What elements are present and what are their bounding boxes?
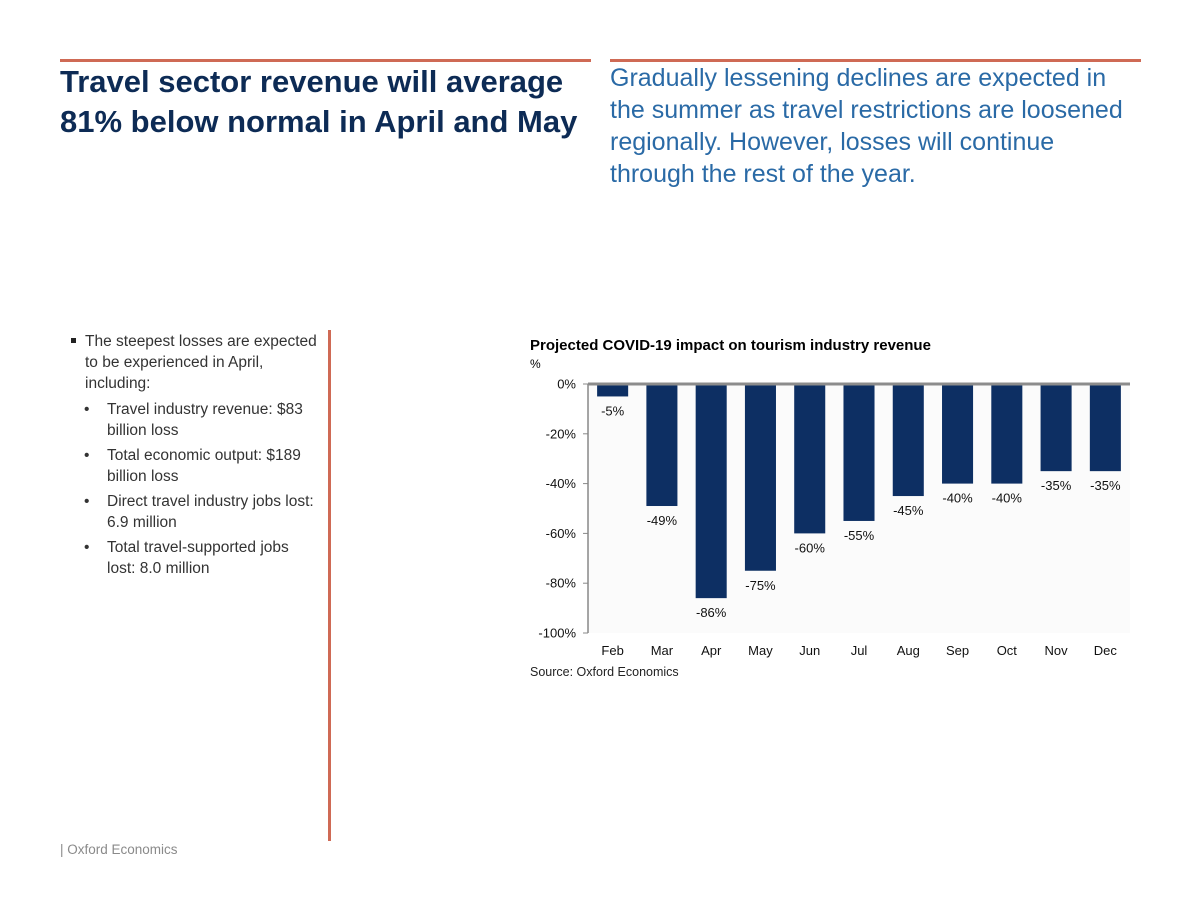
revenue-impact-bar-chart: 0% -20% -40% -60% -80% -100% -5% Feb -49% Mar -86%… xyxy=(538,377,1130,658)
bar-oct xyxy=(991,384,1023,484)
sub-bullet-item: • Total economic output: $189 billion lo… xyxy=(70,445,320,487)
x-tick-label: Dec xyxy=(1094,643,1118,658)
bar-aug xyxy=(892,384,924,497)
y-tick-label: -80% xyxy=(546,576,577,591)
sub-bullet-item: • Total travel-supported jobs lost: 8.0 … xyxy=(70,537,320,579)
chart-title: Projected COVID-19 impact on tourism ind… xyxy=(530,337,931,354)
x-tick-label: Aug xyxy=(897,643,920,658)
key-points: The steepest losses are expected to be e… xyxy=(70,331,320,583)
sub-bullet-item: • Direct travel industry jobs lost: 6.9 … xyxy=(70,491,320,533)
data-label: -35% xyxy=(1090,478,1121,493)
bar-sep xyxy=(942,384,974,484)
data-label: -60% xyxy=(795,540,826,555)
sub-bullet-item: • Travel industry revenue: $83 billion l… xyxy=(70,399,320,441)
bar-jul xyxy=(843,384,875,521)
data-label: -40% xyxy=(942,491,973,506)
data-label: -40% xyxy=(992,491,1023,506)
x-tick-label: Jun xyxy=(799,643,820,658)
data-label: -86% xyxy=(696,605,727,620)
x-tick-label: Jul xyxy=(851,643,868,658)
y-tick-label: -40% xyxy=(546,476,577,491)
square-bullet-icon xyxy=(71,338,76,343)
y-tick-label: -20% xyxy=(546,426,577,441)
data-label: -5% xyxy=(601,403,625,418)
bar-feb xyxy=(597,384,629,397)
section-divider xyxy=(328,330,331,841)
data-label: -75% xyxy=(745,578,776,593)
bullet-dot-icon: • xyxy=(84,447,90,464)
y-tick-label: -60% xyxy=(546,526,577,541)
bar-may xyxy=(744,384,776,571)
bullet-dot-icon: • xyxy=(84,401,90,418)
sub-bullet-list: • Travel industry revenue: $83 billion l… xyxy=(70,399,320,579)
bullet-main: The steepest losses are expected to be e… xyxy=(70,331,320,394)
data-label: -49% xyxy=(647,513,678,528)
data-label: -45% xyxy=(893,503,924,518)
sub-bullet-text: Total travel-supported jobs lost: 8.0 mi… xyxy=(107,539,289,577)
bullet-dot-icon: • xyxy=(84,539,90,556)
bar-dec xyxy=(1089,384,1121,472)
chart-source: Source: Oxford Economics xyxy=(530,665,679,679)
x-tick-label: Oct xyxy=(997,643,1018,658)
headline: Travel sector revenue will average 81% b… xyxy=(60,64,578,139)
y-tick-label: 0% xyxy=(557,377,576,392)
sub-bullet-text: Travel industry revenue: $83 billion los… xyxy=(107,401,303,439)
sub-bullet-text: Direct travel industry jobs lost: 6.9 mi… xyxy=(107,493,314,531)
data-label: -35% xyxy=(1041,478,1072,493)
x-tick-label: Apr xyxy=(701,643,722,658)
sub-bullet-text: Total economic output: $189 billion loss xyxy=(107,447,301,485)
x-tick-label: Nov xyxy=(1045,643,1069,658)
x-tick-label: Sep xyxy=(946,643,969,658)
chart-unit-label: % xyxy=(530,357,541,371)
bullet-main-text: The steepest losses are expected to be e… xyxy=(85,333,317,392)
bullet-dot-icon: • xyxy=(84,493,90,510)
bar-jun xyxy=(794,384,826,534)
bar-mar xyxy=(646,384,678,507)
footer-brand: | Oxford Economics xyxy=(60,842,178,857)
x-tick-label: May xyxy=(748,643,773,658)
data-label: -55% xyxy=(844,528,875,543)
headline-accent-rule xyxy=(60,59,591,62)
subhead-accent-rule xyxy=(610,59,1141,62)
subheadline: Gradually lessening declines are expecte… xyxy=(610,64,1123,188)
y-tick-label: -100% xyxy=(538,626,576,641)
bar-nov xyxy=(1040,384,1072,472)
bar-apr xyxy=(695,384,727,599)
x-tick-label: Mar xyxy=(651,643,674,658)
x-tick-label: Feb xyxy=(601,643,623,658)
